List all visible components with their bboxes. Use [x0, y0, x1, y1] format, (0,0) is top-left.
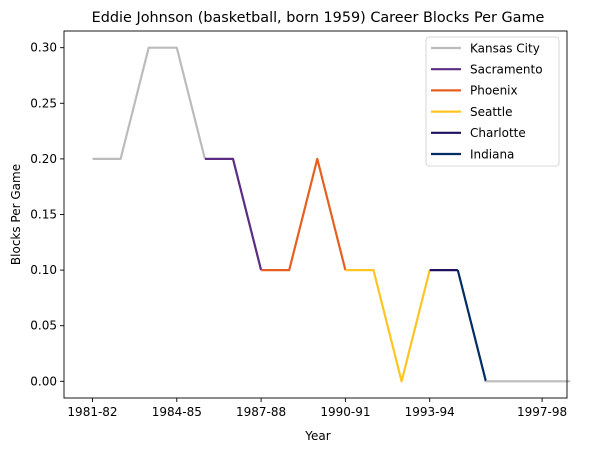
x-tick-label: 1993-94	[405, 405, 455, 419]
legend: Kansas City Sacramento Phoenix Seattle Charl…	[425, 36, 560, 167]
series-layer	[92, 46, 571, 383]
legend-label-kansas-city: Kansas City	[470, 41, 540, 55]
y-axis-label: Blocks Per Game	[9, 164, 23, 265]
legend-label-seattle: Seattle	[470, 105, 512, 119]
x-axis: 1981-82 1984-85 1987-88 1990-91 1993-94 1997-…	[67, 398, 567, 419]
series-line-seattle	[345, 269, 431, 383]
series-line-sacramento	[204, 157, 263, 271]
x-tick-label: 1997-98	[517, 405, 567, 419]
series-line-phoenix	[261, 157, 347, 272]
x-tick-label: 1981-82	[67, 405, 117, 419]
series-line-kansas-city	[92, 46, 206, 160]
y-tick-label: 0.15	[30, 208, 57, 222]
y-tick-label: 0.00	[30, 374, 57, 388]
x-tick-label: 1987-88	[236, 405, 286, 419]
legend-label-sacramento: Sacramento	[470, 63, 543, 77]
y-axis: 0.00 0.05 0.10 0.15 0.20 0.25 0.30	[30, 41, 64, 388]
series-line-indiana	[456, 269, 487, 382]
x-axis-label: Year	[304, 429, 330, 443]
y-tick-label: 0.25	[30, 96, 57, 110]
y-tick-label: 0.30	[30, 41, 57, 55]
y-tick-label: 0.05	[30, 319, 57, 333]
x-tick-label: 1990-91	[320, 405, 370, 419]
y-tick-label: 0.20	[30, 152, 57, 166]
legend-items: Kansas City Sacramento Phoenix Seattle Charl…	[431, 41, 543, 161]
legend-label-indiana: Indiana	[470, 147, 514, 161]
chart-title: Eddie Johnson (basketball, born 1959) Ca…	[92, 10, 545, 26]
legend-label-charlotte: Charlotte	[470, 126, 526, 140]
x-tick-label: 1984-85	[152, 405, 202, 419]
y-tick-label: 0.10	[30, 263, 57, 277]
legend-label-phoenix: Phoenix	[470, 84, 518, 98]
